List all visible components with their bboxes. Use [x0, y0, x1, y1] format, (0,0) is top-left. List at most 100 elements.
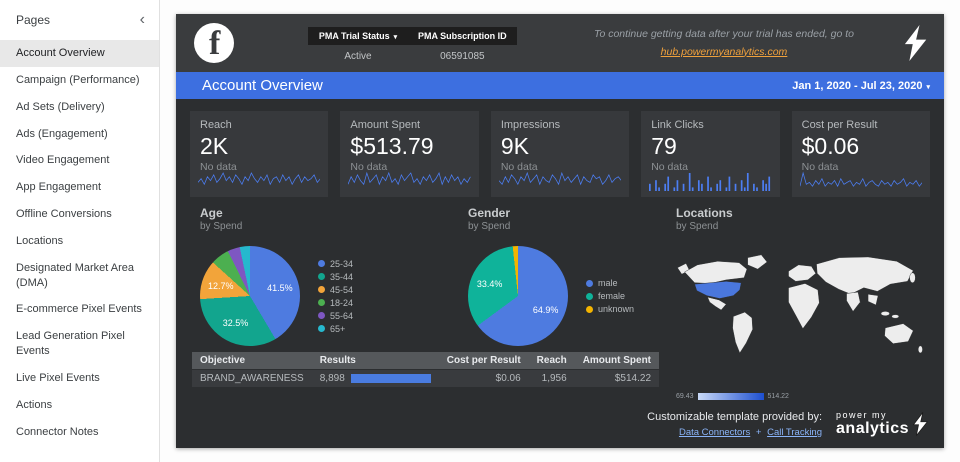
age-chart: Age by Spend 41.5% 32.5% 12.7% 25-34 35-44 4… [200, 206, 450, 346]
sidebar-item[interactable]: Designated Market Area (DMA) [16, 261, 135, 289]
legend-dot-icon [318, 273, 325, 280]
provided-by-text: Customizable template provided by: [647, 411, 823, 423]
sidebar-item[interactable]: Campaign (Performance) [16, 73, 140, 86]
facebook-logo-icon: f [194, 23, 234, 63]
subscription-id-value: 06591085 [440, 51, 485, 62]
footer-links: Data Connectors + Call Tracking [647, 427, 822, 438]
map-australia [884, 323, 914, 344]
legend-dot-icon [318, 325, 325, 332]
page-title: Account Overview [202, 77, 323, 94]
sidebar-item[interactable]: Lead Generation Pixel Events [16, 330, 125, 358]
hub-link[interactable]: hub.powermyanalytics.com [660, 45, 788, 58]
scorecard-note: No data [801, 161, 839, 173]
map-country-us [694, 281, 742, 299]
column-header[interactable]: Objective [192, 352, 312, 370]
sidebar-item[interactable]: App Engagement [16, 181, 102, 194]
legend-item: unknown [586, 304, 634, 314]
results-bar [350, 374, 431, 383]
sidebar-item[interactable]: Connector Notes [16, 425, 99, 438]
line-sparkline [799, 171, 923, 188]
scorecard-label: Impressions [500, 119, 561, 131]
pie-slice-label: 64.9% [532, 304, 559, 315]
legend-item: male [586, 278, 634, 288]
scorecard-value: $0.06 [801, 133, 860, 159]
sidebar-item[interactable]: Ads (Engagement) [16, 127, 108, 140]
date-range-picker[interactable]: Jan 1, 2020 - Jul 23, 2020 ▾ [792, 79, 930, 92]
table-cell: BRAND_AWARENESS [192, 369, 312, 387]
age-chart-subtitle: by Spend [200, 221, 243, 232]
gender-legend: male female unknown [586, 275, 634, 317]
legend-dot-icon [318, 260, 325, 267]
locations-chart-title: Locations [676, 206, 733, 220]
bar-sparkline [649, 173, 771, 191]
map-legend-gradient [697, 393, 764, 400]
column-header[interactable]: Amount Spent [574, 352, 660, 370]
sidebar-item[interactable]: Video Engagement [16, 154, 110, 167]
legend-item: 55-64 [318, 311, 353, 321]
map-japan [909, 272, 916, 283]
map-asia [816, 256, 914, 295]
sidebar-item[interactable]: Actions [16, 398, 53, 411]
sidebar-item[interactable]: Locations [16, 234, 64, 247]
scorecard-cost-per-result: Cost per Result $0.06 No data [791, 111, 931, 197]
pma-logo: power my analytics [836, 410, 928, 437]
age-chart-title: Age [200, 206, 223, 220]
collapse-sidebar-icon[interactable]: ‹ [139, 11, 145, 28]
map-mexico [707, 296, 727, 311]
subscription-id-table: PMA Subscription ID 06591085 [408, 27, 517, 68]
trial-status-header[interactable]: PMA Trial Status ▾ [308, 27, 408, 45]
scorecard-link-clicks: Link Clicks 79 No data [641, 111, 780, 197]
legend-item: 18-24 [318, 298, 353, 308]
legend-dot-icon [318, 286, 325, 293]
legend-item: female [586, 291, 634, 301]
title-bar: Account Overview Jan 1, 2020 - Jul 23, 2… [176, 72, 944, 99]
sidebar-item[interactable]: Account Overview [0, 40, 159, 67]
legend-item: 65+ [318, 324, 353, 334]
sidebar-item[interactable]: Ad Sets (Delivery) [16, 100, 105, 113]
legend-item: 45-54 [318, 285, 353, 295]
trial-status-table: PMA Trial Status ▾ Active [308, 27, 408, 68]
sidebar-item[interactable]: Live Pixel Events [16, 371, 100, 384]
legend-dot-icon [586, 292, 593, 300]
gender-pie[interactable]: 64.9% 33.4% [468, 246, 568, 346]
chevron-down-icon: ▾ [393, 34, 398, 41]
legend-item: 35-44 [318, 272, 353, 282]
line-sparkline [498, 171, 622, 186]
line-sparkline [348, 171, 471, 186]
legend-dot-icon [318, 299, 325, 306]
sidebar-item[interactable]: E-commerce Pixel Events [16, 303, 142, 316]
map-se-asia [867, 293, 879, 306]
scorecard-value: 9K [500, 133, 529, 159]
call-tracking-link[interactable]: Call Tracking [767, 427, 823, 438]
scorecard-note: No data [350, 161, 388, 173]
scorecards: Reach 2K No data Amount Spent $513.79 No data… [190, 111, 931, 197]
map-europe [788, 264, 817, 282]
scorecard-reach: Reach 2K No data [190, 111, 329, 197]
pie-slice-label: 33.4% [476, 278, 503, 289]
data-connectors-link[interactable]: Data Connectors [678, 427, 751, 438]
age-legend: 25-34 35-44 45-54 18-24 55-64 65+ [318, 256, 353, 337]
map-canada [684, 261, 748, 284]
column-header[interactable]: Reach [528, 352, 575, 370]
column-header[interactable]: Cost per Result [438, 352, 529, 370]
trial-status-value: Active [344, 51, 372, 62]
chevron-down-icon: ▾ [926, 83, 930, 91]
table-cell: 1,956 [528, 369, 575, 387]
subscription-id-header: PMA Subscription ID [408, 27, 517, 45]
map-africa [788, 283, 820, 330]
sidebar: Pages ‹ Account Overview Campaign (Perfor… [0, 0, 160, 462]
scorecard-amount-spent: Amount Spent $513.79 No data [340, 111, 479, 197]
footer: Customizable template provided by: Data … [647, 410, 928, 438]
map-india [846, 291, 861, 312]
gender-chart-title: Gender [468, 206, 511, 220]
scorecard-note: No data [200, 161, 237, 173]
column-header[interactable]: Results [311, 352, 439, 370]
table-row[interactable]: BRAND_AWARENESS 8,898 $0.06 1,956 $514.22 [192, 369, 660, 387]
gender-chart: Gender by Spend 64.9% 33.4% male female unk… [468, 206, 693, 346]
map-indonesia [880, 311, 890, 316]
table-cell: $0.06 [438, 369, 529, 387]
sidebar-item[interactable]: Offline Conversions [16, 208, 112, 221]
trial-notice-text: To continue getting data after your tria… [594, 28, 854, 40]
world-map[interactable] [676, 242, 934, 388]
age-pie[interactable]: 41.5% 32.5% 12.7% [200, 246, 300, 346]
